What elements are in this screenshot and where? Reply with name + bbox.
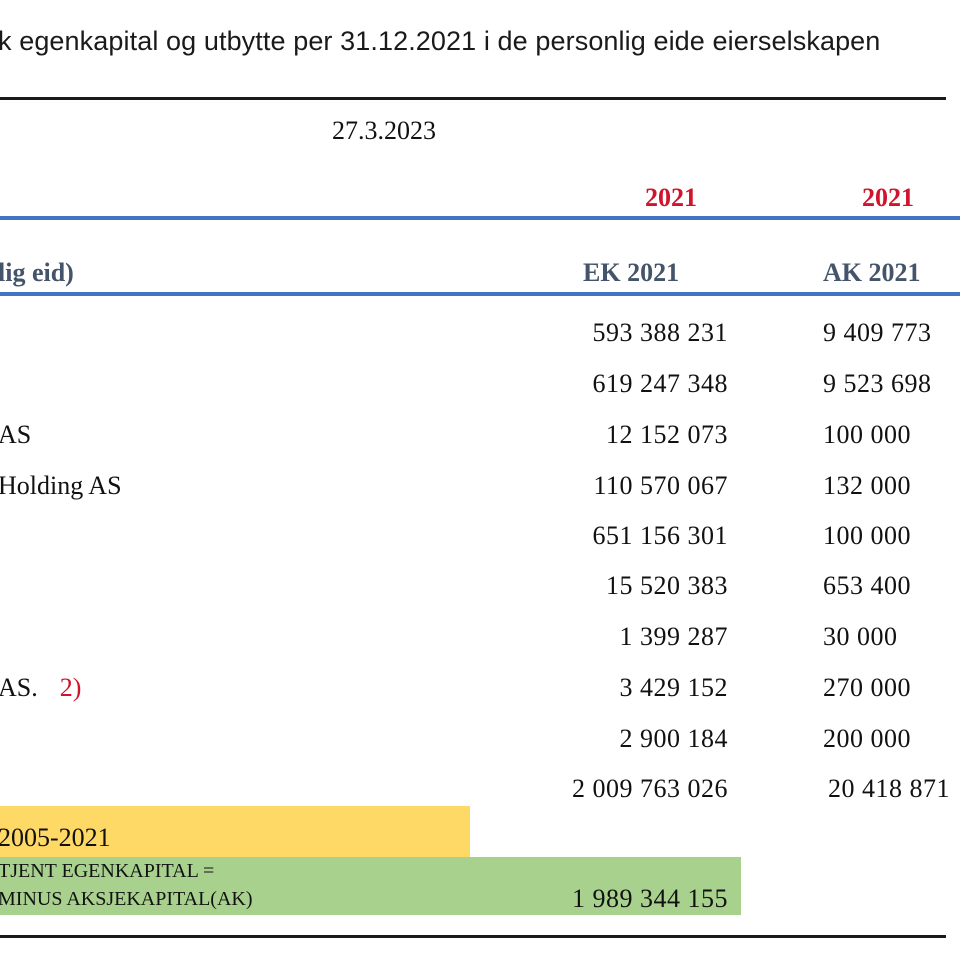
total-ek-value: 2 009 763 026: [572, 774, 728, 803]
footnote-ref: 2): [59, 673, 82, 702]
row-ak-value: 100 000: [823, 521, 911, 550]
row-ak-value: 132 000: [823, 471, 911, 500]
row-ak-value: 200 000: [823, 724, 911, 753]
row-ek-value: 619 247 348: [592, 369, 728, 398]
earned-equity-label-line2: MINUS AKSJEKAPITAL(AK): [0, 888, 253, 910]
row-ak-value: 270 000: [823, 673, 911, 702]
row-label: AS: [0, 420, 32, 449]
row-ek-value: 1 399 287: [619, 622, 728, 651]
period-highlight: [0, 806, 470, 858]
row-label: AS. 2): [0, 673, 81, 703]
row-ak-value: 653 400: [823, 571, 911, 600]
row-ek-value: 15 520 383: [606, 571, 728, 600]
row-ek-value: 3 429 152: [619, 673, 728, 702]
earned-equity-value: 1 989 344 155: [572, 884, 728, 913]
row-ek-value: 651 156 301: [592, 521, 728, 550]
header-divider-bottom: [0, 292, 960, 296]
period-label: 2005-2021: [0, 823, 111, 852]
report-date: 27.3.2023: [332, 116, 436, 145]
row-ek-value: 593 388 231: [592, 318, 728, 347]
earned-equity-label-line1: TJENT EGENKAPITAL =: [0, 860, 215, 882]
row-ak-value: 9 409 773: [823, 318, 932, 347]
column-header-ak: AK 2021: [823, 258, 921, 287]
year-label-ak: 2021: [862, 183, 914, 212]
row-ak-value: 9 523 698: [823, 369, 932, 398]
header-divider-top: [0, 216, 960, 220]
row-ak-value: 30 000: [823, 622, 898, 651]
total-ak-value: 20 418 871: [828, 774, 950, 803]
earned-equity-highlight: [0, 857, 741, 915]
row-ek-value: 12 152 073: [606, 420, 728, 449]
year-label-ek: 2021: [645, 183, 697, 212]
row-ek-value: 110 570 067: [593, 471, 728, 500]
row-label-text: AS.: [0, 673, 38, 702]
column-header-owner: lig eid): [0, 258, 74, 287]
row-label: Holding AS: [0, 471, 122, 500]
row-ek-value: 2 900 184: [619, 724, 728, 753]
column-header-ek: EK 2021: [583, 258, 680, 287]
top-divider: [0, 97, 946, 100]
row-ak-value: 100 000: [823, 420, 911, 449]
bottom-divider: [0, 935, 946, 938]
page-heading: k egenkapital og utbytte per 31.12.2021 …: [0, 26, 881, 56]
